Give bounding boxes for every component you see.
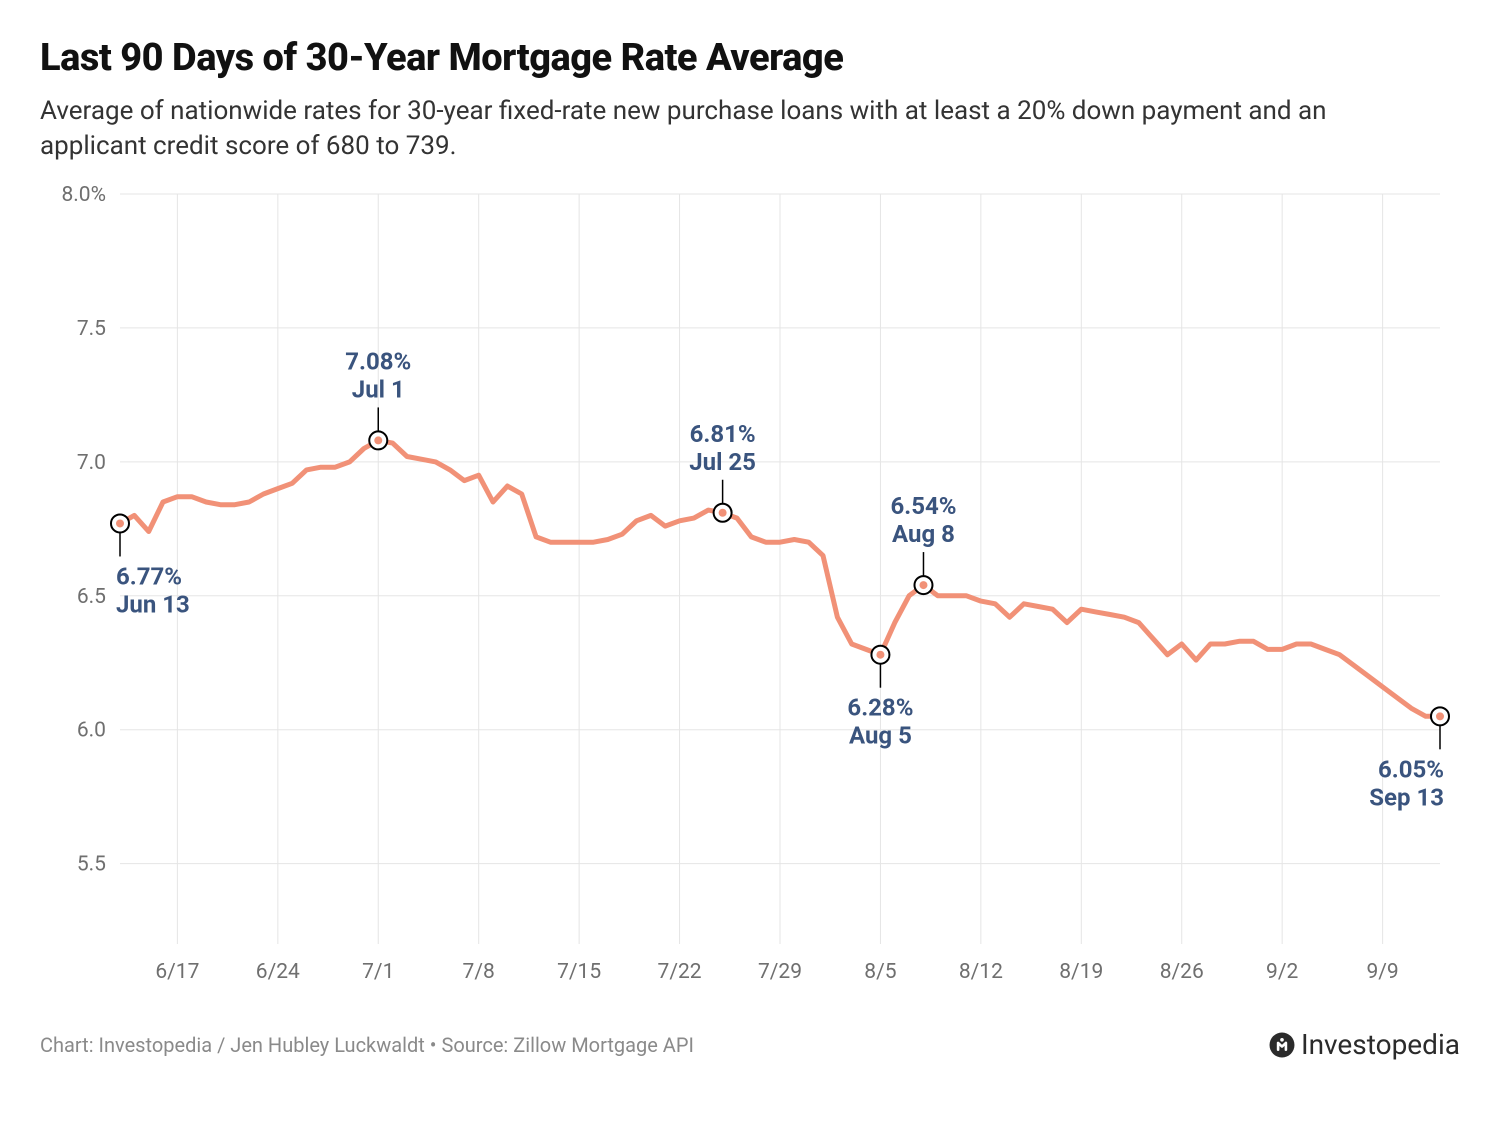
- x-tick-label: 8/12: [959, 960, 1003, 984]
- annotation-date: Jun 13: [116, 591, 190, 619]
- annotation-value: 6.54%: [890, 492, 956, 520]
- annotation-value: 7.08%: [345, 348, 411, 376]
- x-tick-label: 6/24: [256, 960, 300, 984]
- y-tick-label: 8.0%: [61, 184, 106, 207]
- chart-attribution: Chart: Investopedia / Jen Hubley Luckwal…: [40, 1033, 694, 1057]
- x-tick-label: 8/5: [864, 960, 896, 984]
- annotation-value: 6.05%: [1378, 756, 1444, 784]
- annotation-date: Aug 5: [849, 722, 912, 750]
- line-chart: 5.5 6.0 6.5 7.0 7.5 8.0% 6/17 6/24 7/1 7/8 7/15 7/2…: [40, 184, 1460, 1014]
- chart-svg: 5.5 6.0 6.5 7.0 7.5 8.0% 6/17 6/24 7/1 7/8 7/15 7/2…: [40, 184, 1460, 1004]
- x-tick-label: 7/22: [658, 960, 702, 984]
- y-tick-label: 6.5: [77, 585, 106, 609]
- x-tick-label: 7/1: [362, 960, 394, 984]
- x-tick-label: 8/19: [1059, 960, 1103, 984]
- brand-icon: [1269, 1032, 1295, 1058]
- brand-logo: Investopedia: [1269, 1028, 1460, 1061]
- x-tick-label: 6/17: [155, 960, 199, 984]
- annotation-value: 6.77%: [116, 563, 182, 591]
- x-tick-label: 9/9: [1366, 960, 1398, 984]
- annotation: 6.28%Aug 5: [847, 646, 913, 750]
- annotation-value: 6.28%: [847, 694, 913, 722]
- annotation: 6.54%Aug 8: [890, 492, 956, 594]
- annotation: 6.05%Sep 13: [1369, 708, 1449, 812]
- x-tick-label: 8/26: [1160, 960, 1204, 984]
- y-tick-label: 5.5: [77, 853, 106, 877]
- x-tick-label: 7/15: [557, 960, 601, 984]
- x-tick-label: 9/2: [1266, 960, 1298, 984]
- annotation: 7.08%Jul 1: [345, 348, 411, 450]
- x-tick-label: 7/29: [758, 960, 802, 984]
- chart-subtitle: Average of nationwide rates for 30-year …: [40, 94, 1420, 164]
- annotation-date: Jul 1: [352, 376, 405, 404]
- annotation: 6.81%Jul 25: [689, 420, 756, 522]
- chart-title: Last 90 Days of 30-Year Mortgage Rate Av…: [40, 36, 1460, 80]
- y-tick-label: 7.0: [77, 451, 106, 475]
- y-tick-label: 7.5: [77, 317, 106, 341]
- annotation-date: Jul 25: [689, 448, 756, 476]
- brand-text: Investopedia: [1301, 1028, 1460, 1061]
- annotation-date: Aug 8: [892, 520, 955, 548]
- y-tick-label: 6.0: [77, 719, 106, 743]
- annotation-date: Sep 13: [1369, 784, 1444, 812]
- x-tick-label: 7/8: [463, 960, 495, 984]
- annotation-value: 6.81%: [690, 420, 756, 448]
